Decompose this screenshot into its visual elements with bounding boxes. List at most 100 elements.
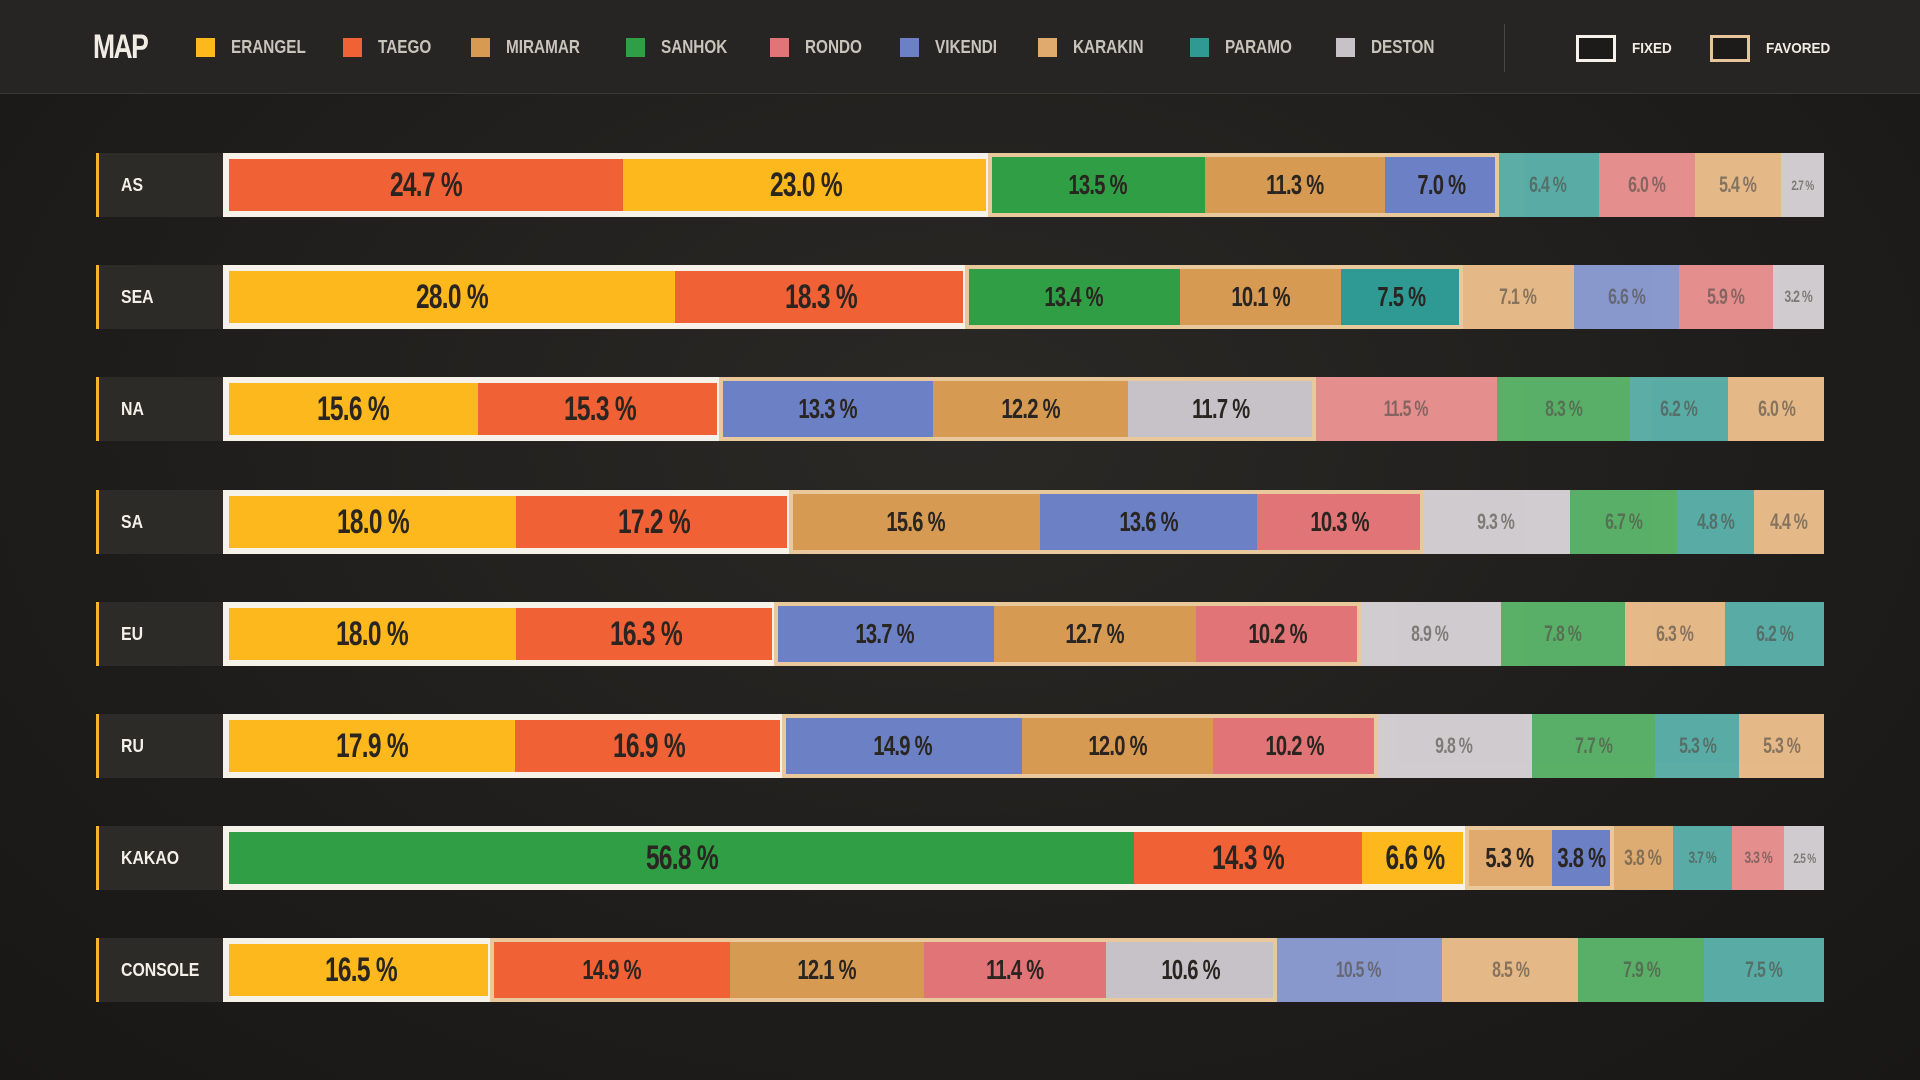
header-divider: [1504, 24, 1505, 72]
data-label: 14.9 %: [582, 954, 641, 985]
bar-segment-deston: 3.2 %: [1773, 265, 1824, 329]
bar-segment-taego: 17.2 %: [516, 490, 791, 554]
data-label: 8.5 %: [1491, 957, 1530, 982]
data-label: 7.1 %: [1498, 284, 1537, 309]
bar-segment-sanhok: 13.5 %: [989, 153, 1206, 217]
data-label: 10.1 %: [1231, 281, 1290, 312]
bar-segment-paramo: 6.4 %: [1497, 153, 1600, 217]
data-label: 18.3 %: [784, 277, 858, 316]
bar-segment-taego: 24.7 %: [229, 153, 623, 217]
data-label: 6.3 %: [1656, 621, 1695, 646]
bar-segment-erangel: 28.0 %: [229, 265, 676, 329]
data-label: 7.9 %: [1622, 957, 1661, 982]
data-label: 17.9 %: [335, 726, 409, 765]
data-label: 13.7 %: [855, 618, 914, 649]
data-label: 5.9 %: [1707, 284, 1746, 309]
bar-segment-rondo: 10.2 %: [1196, 602, 1359, 666]
bar-segment-sanhok: 7.7 %: [1532, 714, 1655, 778]
data-label: 5.3 %: [1485, 842, 1534, 873]
legend-swatch: [1336, 37, 1355, 57]
bar-segment-erangel: 23.0 %: [622, 153, 990, 217]
data-label: 10.2 %: [1248, 618, 1307, 649]
legend-item-deston: DESTON: [1336, 36, 1446, 58]
legend-swatch: [770, 37, 789, 57]
data-label: 9.8 %: [1435, 733, 1473, 758]
region-label-box: AS: [96, 153, 223, 217]
data-label: 8.9 %: [1411, 621, 1449, 646]
data-label: 6.2 %: [1756, 621, 1794, 646]
data-label: 14.3 %: [1212, 838, 1285, 877]
bar-segment-miramar: 11.3 %: [1205, 153, 1386, 217]
data-label: 11.4 %: [985, 954, 1044, 985]
region-label-box: NA: [96, 377, 223, 441]
bar-track: 18.0 % 16.3 % 13.7 % 12.7 % 10.2 % 8.9 % 7.8 %…: [223, 602, 1824, 666]
bar-segment-deston: 2.7 %: [1780, 153, 1824, 217]
data-label: 6.0 %: [1757, 396, 1796, 421]
data-label: 4.8 %: [1696, 509, 1735, 534]
data-label: 12.1 %: [797, 954, 857, 985]
data-label: 10.6 %: [1160, 954, 1220, 985]
bar-track: 28.0 % 18.3 % 13.4 % 10.1 % 7.5 % 7.1 % 6.6 % 5…: [223, 265, 1824, 329]
data-label: 12.2 %: [1001, 393, 1060, 424]
data-label: 10.2 %: [1265, 730, 1324, 761]
region-label: EU: [121, 624, 144, 644]
bar-track: 18.0 % 17.2 % 15.6 % 13.6 % 10.3 % 9.3 % 6.7 %…: [223, 490, 1824, 554]
bar-segment-karakin: 4.4 %: [1753, 490, 1824, 554]
bar-segment-taego: 15.3 %: [477, 377, 722, 441]
bar-track: 56.8 % 14.3 % 6.6 % 5.3 % 3.8 % 3.8 % 3.7 % 3.3…: [223, 826, 1824, 890]
bar-segment-rondo: 5.9 %: [1679, 265, 1773, 329]
bar-segment-miramar: 3.8 %: [1612, 826, 1673, 890]
bar-segment-vikendi: 13.6 %: [1040, 490, 1258, 554]
legend-label: RONDO: [805, 36, 862, 57]
data-label: 9.3 %: [1477, 509, 1515, 534]
bar-segment-erangel: 15.6 %: [229, 377, 478, 441]
data-label: 3.2 %: [1784, 287, 1813, 306]
bar-track: 16.5 % 14.9 % 12.1 % 11.4 % 10.6 % 10.5 % 8.5 …: [223, 938, 1824, 1002]
data-label: 2.7 %: [1791, 177, 1814, 193]
region-label: NA: [121, 399, 144, 419]
data-label: 7.5 %: [1376, 281, 1426, 312]
region-label-box: SEA: [96, 265, 223, 329]
bar-segment-rondo: 10.3 %: [1257, 490, 1422, 554]
bar-track: 15.6 % 15.3 % 13.3 % 12.2 % 11.7 % 11.5 % 8.3 …: [223, 377, 1824, 441]
bar-segment-paramo: 5.3 %: [1654, 714, 1740, 778]
data-label: 12.7 %: [1065, 618, 1125, 649]
key-favored-label: FAVORED: [1766, 39, 1831, 57]
bar-segment-paramo: 7.5 %: [1341, 265, 1461, 329]
bar-segment-karakin: 7.1 %: [1460, 265, 1574, 329]
data-label: 10.5 %: [1336, 957, 1382, 982]
data-label: 15.6 %: [317, 389, 390, 428]
bar-segment-deston: 9.3 %: [1421, 490, 1571, 554]
region-label: AS: [121, 175, 144, 195]
data-label: 2.5 %: [1792, 850, 1816, 866]
bar-segment-sanhok: 7.8 %: [1500, 602, 1625, 666]
bar-segment-sanhok: 6.7 %: [1570, 490, 1678, 554]
legend-item-erangel: ERANGEL: [196, 36, 319, 58]
bar-segment-rondo: 6.0 %: [1599, 153, 1695, 217]
data-label: 3.8 %: [1557, 842, 1607, 873]
legend-item-vikendi: VIKENDI: [900, 36, 1008, 58]
region-label-box: KAKAO: [96, 826, 223, 890]
data-label: 24.7 %: [390, 165, 463, 204]
bar-segment-taego: 18.3 %: [675, 265, 967, 329]
data-label: 17.2 %: [617, 502, 691, 541]
key-fixed-label: FIXED: [1632, 39, 1672, 57]
data-label: 5.4 %: [1719, 172, 1757, 197]
bar-segment-vikendi: 14.9 %: [784, 714, 1022, 778]
bar-segment-erangel: 17.9 %: [229, 714, 515, 778]
bar-segment-vikendi: 13.3 %: [721, 377, 934, 441]
region-label-box: EU: [96, 602, 223, 666]
key-favored: FAVORED: [1710, 34, 1837, 62]
region-label-box: RU: [96, 714, 223, 778]
data-label: 16.5 %: [324, 950, 398, 989]
bar-segment-vikendi: 10.5 %: [1274, 938, 1443, 1002]
data-label: 6.2 %: [1660, 396, 1699, 421]
region-label: SA: [121, 512, 144, 532]
region-label: KAKAO: [121, 848, 180, 868]
legend-label: PARAMO: [1225, 36, 1292, 57]
bar-segment-paramo: 6.2 %: [1725, 602, 1824, 666]
region-label: SEA: [121, 287, 154, 307]
bar-segment-karakin: 6.0 %: [1728, 377, 1824, 441]
legend-item-karakin: KARAKIN: [1038, 36, 1156, 58]
data-label: 15.3 %: [563, 389, 636, 428]
